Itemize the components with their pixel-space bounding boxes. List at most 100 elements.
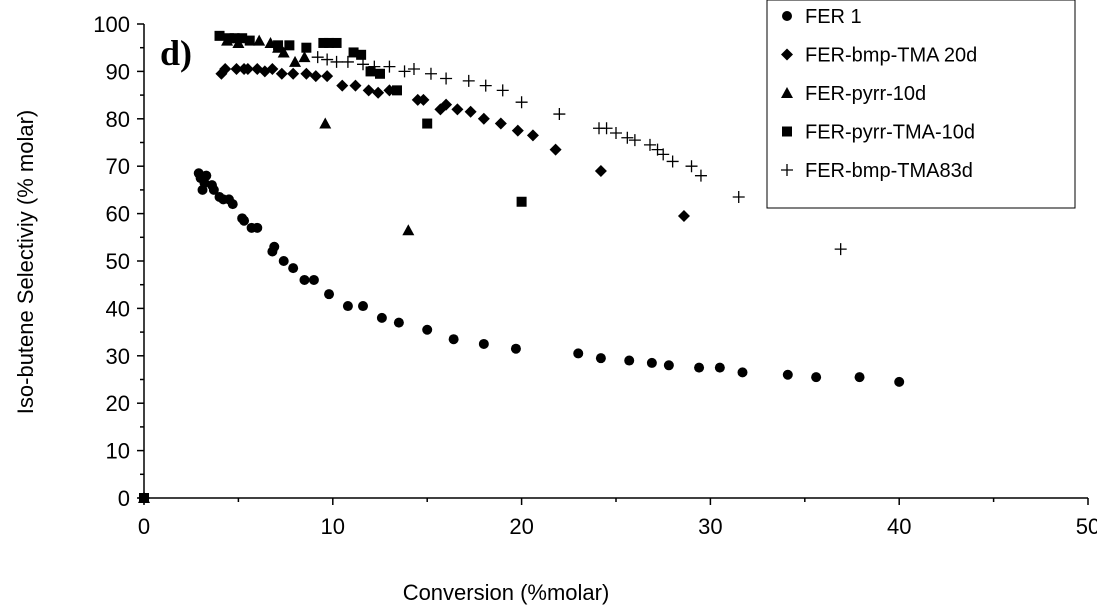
data-point-circle [854,372,865,383]
data-point-circle [478,338,489,349]
data-point-diamond [336,79,349,92]
x-tick-label: 30 [698,514,722,539]
data-point-plus [834,243,847,256]
data-point-diamond [300,67,313,80]
data-point-plus [368,60,381,73]
data-point-diamond [241,63,254,76]
data-point-plus [462,74,475,87]
data-point-circle [782,369,793,380]
x-tick-label: 0 [138,514,150,539]
data-point-circle [208,184,219,195]
data-point-circle [227,199,238,210]
data-point-square [331,37,342,48]
data-point-diamond [287,67,300,80]
data-point-plus [424,67,437,80]
data-point-plus [610,127,622,140]
data-point-plus [621,131,634,144]
data-point-circle [324,289,335,300]
data-point-circle [624,355,635,366]
data-point-triangle [277,46,290,58]
x-tick-label: 50 [1076,514,1097,539]
data-point-diamond [477,112,490,125]
data-point-plus [398,65,411,78]
data-point-square [375,68,385,79]
data-point-plus [685,160,698,173]
data-point-diamond [219,63,232,76]
data-point-circle [288,263,299,274]
y-tick-label: 90 [106,59,130,84]
legend-marker-diamond [781,48,793,61]
legend-marker-square [782,126,792,137]
data-point-plus [657,148,670,161]
data-point-circle [358,301,369,312]
data-point-circle [422,324,433,335]
x-tick-label: 40 [887,514,911,539]
data-point-diamond [451,103,464,116]
data-point-circle [201,170,212,181]
data-point-plus [600,122,613,135]
data-point-plus [496,84,509,97]
data-point-plus [321,53,334,66]
legend-marker-circle [782,11,792,21]
x-tick-label: 20 [509,514,533,539]
data-point-plus [628,134,641,147]
data-point-circle [299,274,310,285]
data-point-plus [479,79,492,92]
data-point-plus [553,108,566,121]
data-point-circle [269,241,280,252]
data-point-circle [239,215,250,226]
data-point-diamond [349,79,362,92]
data-point-circle [393,317,404,328]
legend-marker-triangle [781,87,793,98]
y-tick-label: 0 [118,486,130,511]
data-point-diamond [677,209,690,222]
legend-marker-plus [781,164,793,176]
data-point-square [139,493,149,503]
data-point-diamond [275,67,288,80]
data-point-triangle [319,117,332,129]
data-point-circle [448,334,459,345]
data-point-circle [714,362,725,373]
data-point-plus [666,155,679,168]
y-tick-label: 20 [106,391,130,416]
data-point-square [301,42,312,53]
data-point-circle [376,312,387,323]
data-point-square [223,33,234,44]
data-point-diamond [549,143,562,156]
y-tick-label: 10 [106,439,130,464]
data-point-circle [510,343,521,354]
y-tick-label: 80 [106,107,130,132]
data-point-circle [646,357,657,368]
data-point-square [273,40,284,51]
data-point-diamond [230,63,243,76]
data-point-square [365,66,376,77]
legend: FER 1 FER-bmp-TMA 20d FER-pyrr-10d FER-pyrr… [766,0,1076,209]
data-point-plus [643,138,656,151]
data-point-plus [694,169,707,182]
data-point-diamond [494,117,507,130]
data-point-circle [278,256,289,266]
data-point-diamond [511,124,524,137]
data-point-diamond [594,164,607,177]
y-tick-label: 60 [106,202,130,227]
data-point-diamond [526,129,539,142]
data-point-square [391,85,402,96]
data-point-plus [341,55,354,68]
data-point-square [318,37,329,48]
panel-label: d) [160,33,192,73]
data-point-circle [737,367,748,378]
data-point-square [348,47,359,58]
data-point-square [214,30,225,41]
y-tick-label: 100 [93,12,130,37]
axis-ticks: 0 10 20 30 40 50 60 70 80 90 100 0 10 20 30 40 50 [93,12,1097,539]
data-point-circle [595,353,606,364]
data-points [138,30,905,504]
data-point-circle [342,301,353,312]
data-point-plus [357,58,370,71]
data-point-square [284,40,295,51]
data-point-square [229,33,240,44]
data-point-plus [515,96,528,109]
data-point-diamond [309,70,322,83]
data-point-circle [573,348,584,359]
